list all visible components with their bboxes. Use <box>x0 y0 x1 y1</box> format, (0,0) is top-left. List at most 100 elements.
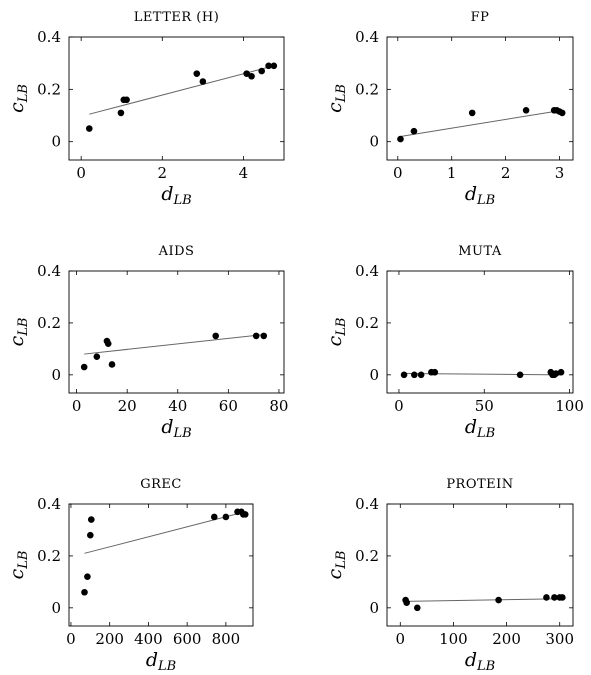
y-axis-label-sub: LB <box>334 318 349 337</box>
data-point <box>552 370 560 377</box>
x-tick-label: 200 <box>492 630 521 648</box>
y-tick-label: 0.4 <box>355 262 379 280</box>
x-tick-label: 60 <box>219 397 238 415</box>
x-axis-label-var: d <box>465 649 477 671</box>
y-tick-label: 0.2 <box>37 314 61 332</box>
data-point <box>123 96 130 104</box>
x-axis-label-sub: LB <box>476 193 495 208</box>
data-point <box>81 588 88 596</box>
data-point <box>410 127 418 135</box>
y-tick-label: 0 <box>51 599 61 617</box>
data-point <box>270 62 278 70</box>
y-tick-label: 0.2 <box>37 80 61 98</box>
y-tick-label: 0 <box>369 133 379 151</box>
x-axis-label-var: d <box>161 416 173 438</box>
axes-frame <box>68 36 285 161</box>
x-tick-label: 100 <box>439 630 468 648</box>
data-point <box>265 62 272 70</box>
data-point <box>551 594 558 601</box>
x-tick-label: 0 <box>72 397 82 415</box>
x-tick-label: 80 <box>269 397 288 415</box>
data-point <box>108 361 116 368</box>
y-axis-label-sub: LB <box>16 551 31 570</box>
y-axis-label: cLB <box>324 318 349 347</box>
x-tick-label: 0 <box>76 164 86 182</box>
data-point <box>559 594 566 601</box>
y-axis-label-var: c <box>6 102 28 113</box>
y-axis-label: cLB <box>324 84 349 113</box>
x-axis-label-var: d <box>161 183 173 205</box>
data-point <box>117 109 125 117</box>
data-point <box>93 353 101 360</box>
data-point <box>241 511 249 518</box>
data-point <box>468 109 476 117</box>
x-axis-label-sub: LB <box>157 659 176 674</box>
y-tick-label: 0.4 <box>355 28 379 46</box>
x-axis-label: dLB <box>465 416 495 441</box>
data-point <box>243 70 250 77</box>
x-axis-label-var: d <box>465 183 477 205</box>
y-axis-label-var: c <box>6 568 28 579</box>
y-tick-label: 0.4 <box>37 495 61 513</box>
x-tick-label: 3 <box>555 164 565 182</box>
y-tick-label: 0 <box>369 599 379 617</box>
data-point <box>210 513 218 521</box>
x-axis-label: dLB <box>161 416 191 441</box>
y-tick-label: 0 <box>51 133 61 151</box>
y-axis-label-sub: LB <box>334 84 349 103</box>
y-axis-label-sub: LB <box>334 551 349 570</box>
y-tick-label: 0.4 <box>37 28 61 46</box>
data-point <box>260 332 268 340</box>
axes-frame <box>68 503 254 627</box>
axes-frame <box>68 270 285 394</box>
data-point <box>557 368 565 376</box>
data-point <box>495 596 502 604</box>
data-point <box>248 72 255 80</box>
x-axis-label-sub: LB <box>172 426 191 441</box>
data-point <box>199 78 207 85</box>
data-point <box>558 109 566 117</box>
axes-frame <box>386 36 574 161</box>
data-point <box>413 604 421 612</box>
x-tick-label: 40 <box>168 397 187 415</box>
x-axis-label-var: d <box>465 416 477 438</box>
y-axis-label-var: c <box>6 335 28 346</box>
x-axis-label: dLB <box>161 183 191 208</box>
y-axis-label-var: c <box>324 568 346 579</box>
chart-title: FP <box>471 10 490 25</box>
y-axis-label-var: c <box>324 102 346 113</box>
x-tick-label: 20 <box>118 397 137 415</box>
data-point <box>400 371 408 379</box>
axes-frame <box>386 503 574 627</box>
x-tick-label: 0 <box>393 164 403 182</box>
data-point <box>258 67 265 75</box>
x-tick-label: 400 <box>134 630 163 648</box>
fit-line <box>89 65 274 115</box>
x-axis-label-sub: LB <box>476 426 495 441</box>
x-axis-label-sub: LB <box>476 659 495 674</box>
x-axis-label: dLB <box>465 183 495 208</box>
chart-title: MUTA <box>458 244 502 259</box>
fit-line <box>84 334 264 355</box>
fit-line <box>404 373 562 376</box>
data-point <box>87 531 94 539</box>
data-point <box>212 332 220 340</box>
y-axis-label: cLB <box>6 318 31 347</box>
x-tick-label: 0 <box>394 397 404 415</box>
y-axis-label-sub: LB <box>16 84 31 103</box>
data-point <box>522 106 530 114</box>
x-tick-label: 200 <box>95 630 124 648</box>
data-point <box>403 599 410 606</box>
data-point <box>431 368 439 376</box>
y-axis-label-sub: LB <box>16 318 31 337</box>
y-tick-label: 0 <box>51 366 61 384</box>
y-axis-label: cLB <box>6 551 31 580</box>
y-tick-label: 0.2 <box>355 547 379 565</box>
chart-title: AIDS <box>158 244 195 259</box>
data-point <box>104 340 112 347</box>
y-axis-label-var: c <box>324 335 346 346</box>
